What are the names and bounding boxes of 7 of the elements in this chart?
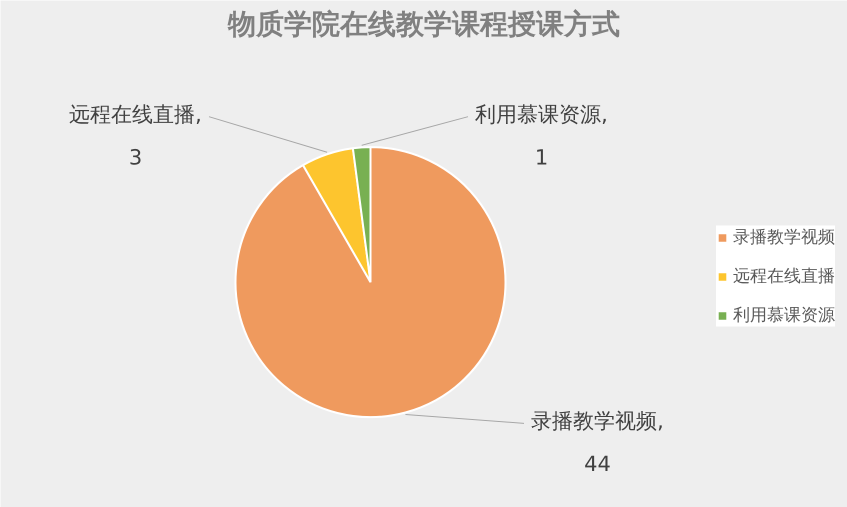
legend-label: 利用慕课资源 bbox=[733, 304, 835, 326]
data-label: 远程在线直播, 3 bbox=[69, 102, 202, 170]
chart-title: 物质学院在线教学课程授课方式 bbox=[227, 8, 620, 40]
data-label: 利用慕课资源, 1 bbox=[475, 102, 608, 170]
legend-label: 录播教学视频 bbox=[733, 226, 835, 248]
data-label: 录播教学视频, 44 bbox=[531, 408, 664, 476]
legend-label: 远程在线直播 bbox=[733, 266, 835, 288]
